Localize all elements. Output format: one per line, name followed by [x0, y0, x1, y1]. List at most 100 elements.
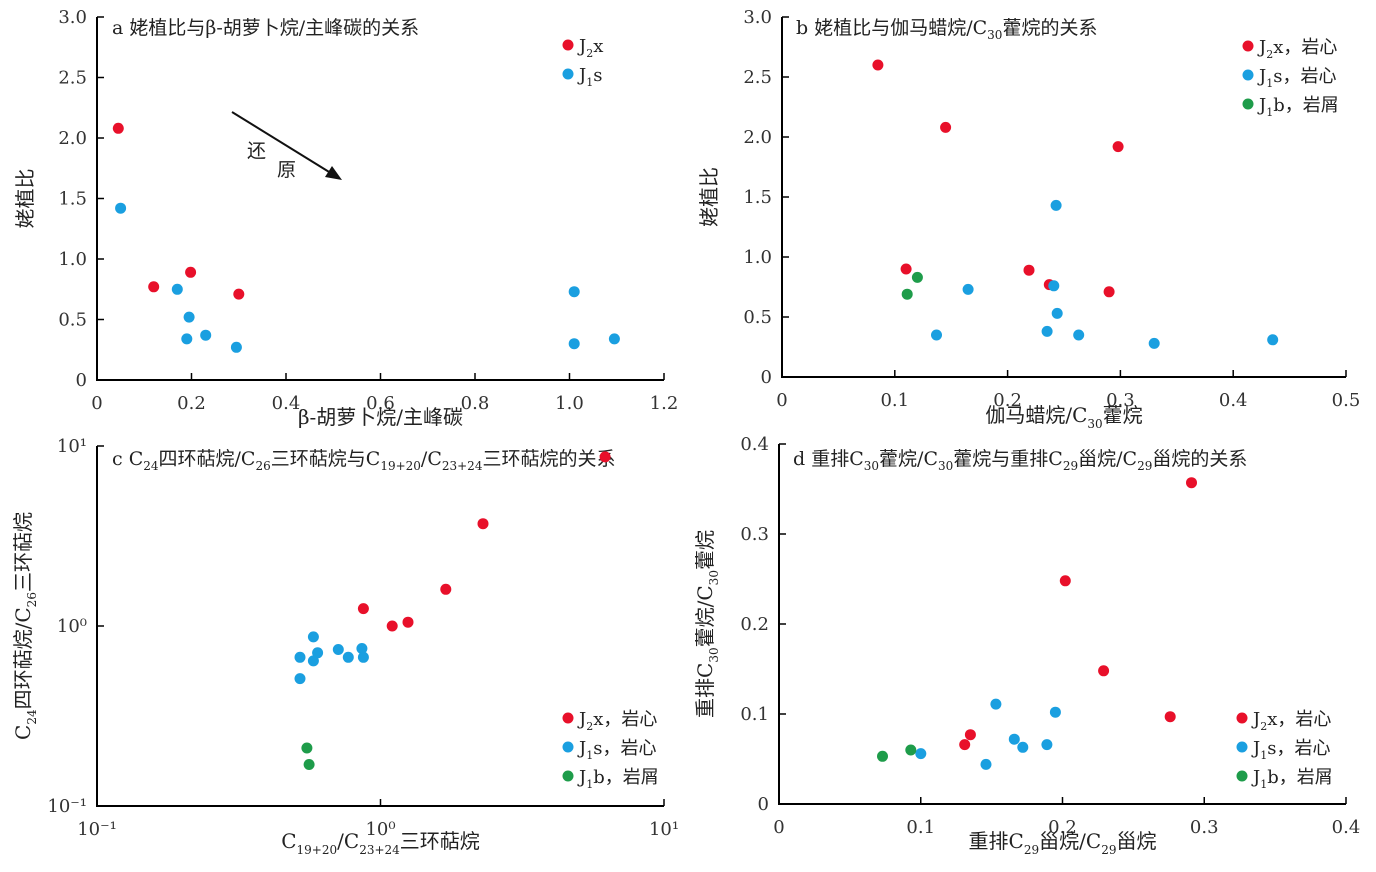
x-axis-title: C19+20/C23+24三环萜烷: [281, 829, 480, 857]
y-tick-label: 0.2: [740, 614, 769, 635]
x-tick-label: 0.2: [177, 393, 206, 414]
y-tick-label: 1.0: [58, 249, 87, 270]
data-point: [307, 655, 319, 667]
x-tick-label: 0: [773, 817, 784, 838]
data-point: [1023, 264, 1035, 276]
x-tick-label: 0: [91, 393, 102, 414]
x-tick-label: 0: [776, 390, 787, 411]
y-tick-label: 10¹: [57, 436, 87, 457]
y-tick-label: 0.4: [740, 434, 769, 455]
data-point: [599, 451, 611, 463]
legend-label: J2x，岩心: [577, 709, 657, 733]
arrow-head: [325, 166, 342, 180]
y-tick-label: 0.5: [743, 307, 772, 328]
data-point: [402, 616, 414, 628]
data-point: [931, 329, 942, 341]
legend-label: J2x，岩心: [1251, 709, 1331, 733]
x-axis-title: β-胡萝卜烷/主峰碳: [298, 405, 463, 429]
legend-label: J1s，岩心: [1257, 66, 1336, 90]
y-tick-label: 2.0: [58, 128, 87, 149]
y-axis-title: 重排C30藿烷/C30藿烷: [693, 530, 721, 718]
y-axis-title: C24四环萜烷/C26三环萜烷: [11, 512, 39, 740]
annotation-text: 还: [247, 140, 266, 162]
data-point: [901, 288, 913, 300]
x-tick-label: 0.2: [1048, 817, 1077, 838]
legend-label: J1s，岩心: [1251, 738, 1330, 762]
data-point: [990, 698, 1002, 710]
y-tick-label: 10⁰: [57, 616, 87, 637]
data-point: [312, 647, 324, 659]
data-point: [1008, 733, 1020, 745]
data-point: [357, 603, 369, 615]
y-tick-label: 0: [761, 367, 772, 388]
x-tick-label: 0.3: [1106, 390, 1135, 411]
data-point: [964, 729, 976, 741]
y-tick-label: 3.0: [743, 7, 772, 28]
data-point: [477, 518, 489, 530]
panel-b: 0 0.1 0.2 0.3 0.4 0.5 0 0.5 1.0 1.5 2.0 2.5 3.0 b 姥植比…: [697, 7, 1360, 431]
data-point: [294, 673, 306, 685]
data-point: [1017, 741, 1029, 753]
legend-label: J1b，岩屑: [1257, 95, 1339, 119]
series-2: [301, 742, 315, 770]
series-1: [294, 631, 369, 685]
y-tick-label: 0.3: [740, 524, 769, 545]
y-tick-label: 2.5: [743, 67, 772, 88]
data-point: [608, 333, 620, 345]
data-point: [872, 59, 884, 71]
x-tick-label: 0.4: [1219, 390, 1248, 411]
y-axis-title: 姥植比: [697, 167, 721, 227]
data-point: [171, 283, 183, 295]
data-point: [1049, 706, 1061, 718]
y-tick-label: 2.0: [743, 127, 772, 148]
reduction-arrow: [231, 111, 335, 176]
data-point: [959, 739, 971, 751]
legend-marker: [562, 741, 574, 753]
data-point: [440, 583, 452, 595]
legend-marker: [1236, 741, 1248, 753]
y-tick-label: 10⁻¹: [47, 796, 87, 817]
data-point: [233, 288, 245, 300]
data-point: [1051, 307, 1063, 319]
legend-marker: [1242, 69, 1254, 81]
y-axis-title: 姥植比: [13, 169, 37, 229]
data-point: [962, 283, 974, 295]
series-2: [901, 271, 923, 300]
legend-label: J1s，岩心: [577, 738, 656, 762]
data-point: [342, 651, 354, 663]
y-tick-label: 0.1: [740, 704, 769, 725]
x-tick-label: 0.4: [1332, 817, 1361, 838]
legend-marker: [562, 68, 574, 80]
data-point: [1048, 280, 1060, 292]
data-point: [230, 341, 242, 353]
panel-c: 10⁻¹ 10⁰ 10¹ 10⁻¹ 10⁰ 10¹ c C24四环萜烷/C26三环萜烷与C1…: [11, 436, 679, 857]
x-axis-title: 伽马蜡烷/C30藿烷: [985, 403, 1142, 431]
data-point: [1041, 325, 1053, 337]
data-point: [112, 122, 124, 134]
data-point: [1103, 286, 1115, 298]
data-point: [1041, 739, 1053, 751]
data-point: [900, 263, 912, 275]
data-point: [1164, 711, 1176, 723]
legend-label: J1b，岩屑: [577, 767, 659, 791]
data-point: [905, 744, 917, 756]
x-tick-label: 10⁻¹: [77, 819, 117, 840]
data-point: [386, 620, 398, 632]
data-point: [200, 329, 212, 341]
data-point: [303, 759, 315, 770]
y-tick-label: 0: [758, 794, 769, 815]
legend-marker: [1236, 712, 1248, 724]
legend-marker: [562, 712, 574, 724]
data-point: [301, 742, 313, 754]
data-point: [357, 651, 369, 663]
data-point: [181, 333, 193, 345]
data-point: [980, 758, 992, 770]
y-tick-label: 2.5: [58, 68, 87, 89]
data-point: [568, 338, 580, 350]
y-tick-label: 1.0: [743, 247, 772, 268]
data-point: [185, 266, 197, 278]
legend-label: J1b，岩屑: [1251, 767, 1333, 791]
data-point: [183, 311, 195, 323]
series-1: [115, 202, 620, 353]
